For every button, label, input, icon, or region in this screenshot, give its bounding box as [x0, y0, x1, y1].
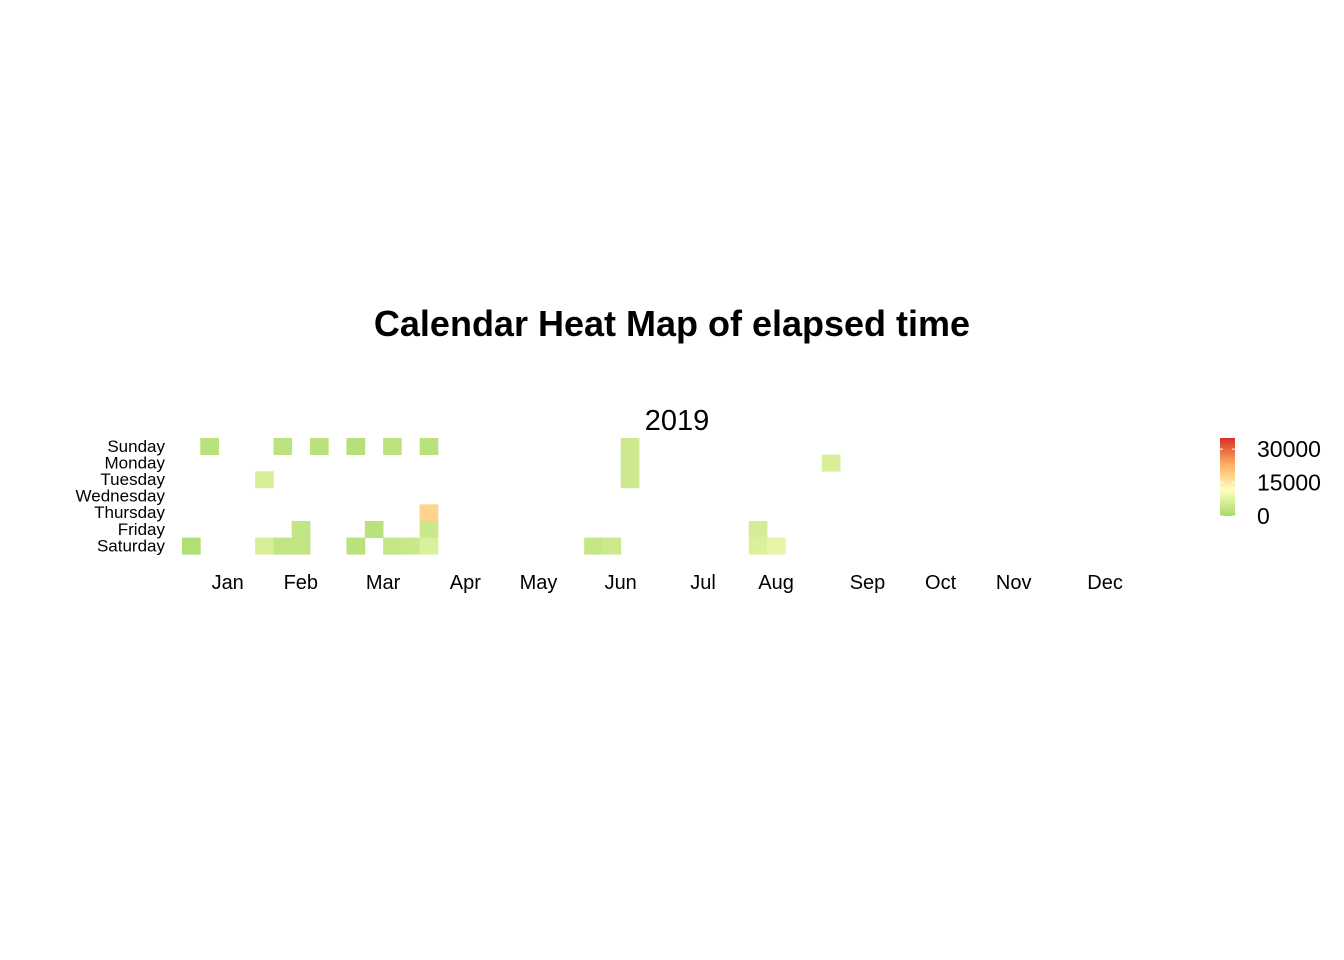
heatmap-cell: [620, 471, 640, 489]
heatmap-cell: [255, 471, 274, 489]
heatmap-cell: [602, 537, 622, 555]
heatmap-cell: [584, 537, 603, 555]
day-label-monday: Monday: [105, 453, 166, 472]
month-label-jul: Jul: [690, 572, 716, 594]
heatmap-cell: [383, 537, 402, 555]
month-label-jan: Jan: [212, 572, 244, 594]
heatmap-cell: [821, 454, 841, 472]
legend-tick-label: 15000: [1257, 470, 1321, 496]
legend-tick-label: 0: [1257, 503, 1270, 529]
heatmap-cell: [748, 521, 768, 538]
day-label-friday: Friday: [118, 520, 166, 539]
heatmap-cell: [346, 537, 366, 555]
heatmap-cell: [346, 438, 366, 455]
month-label-mar: Mar: [366, 572, 401, 594]
heatmap-cell: [291, 521, 311, 538]
legend-tick-label: 30000: [1257, 436, 1321, 462]
heatmap-cell: [419, 537, 439, 555]
month-label-aug: Aug: [758, 572, 794, 594]
heatmap-cell: [364, 521, 384, 538]
day-label-sunday: Sunday: [107, 437, 165, 456]
month-label-nov: Nov: [996, 572, 1032, 594]
month-label-dec: Dec: [1087, 572, 1123, 594]
heatmap-cell: [748, 537, 768, 555]
color-legend: 0 15000 30000: [1220, 436, 1321, 529]
heatmap-cell: [620, 454, 640, 472]
month-label-oct: Oct: [925, 572, 957, 594]
heatmap-cell: [419, 438, 439, 455]
day-label-wednesday: Wednesday: [76, 487, 166, 506]
heatmap-cell: [401, 537, 421, 555]
facet-year-label: 2019: [645, 405, 710, 437]
heatmap-cell: [620, 438, 640, 455]
month-label-feb: Feb: [284, 572, 318, 594]
heatmap-cell: [383, 438, 402, 455]
chart-title: Calendar Heat Map of elapsed time: [374, 303, 970, 344]
heatmap-cell: [419, 504, 439, 522]
heatmap-cell: [200, 438, 219, 455]
heatmap-cell: [309, 438, 329, 455]
day-label-tuesday: Tuesday: [100, 470, 165, 489]
heatmap-cell: [273, 537, 293, 555]
month-label-jun: Jun: [605, 572, 637, 594]
heatmap-cell: [273, 438, 293, 455]
heatmap-cell: [419, 521, 439, 538]
month-label-apr: Apr: [450, 572, 481, 594]
heatmap-cell: [766, 537, 786, 555]
month-label-sep: Sep: [850, 572, 886, 594]
heatmap-cell: [291, 537, 311, 555]
heatmap-cell: [182, 537, 201, 555]
heatmap-cell: [255, 537, 274, 555]
heatmap-cells: [182, 438, 841, 555]
legend-ticks: 0 15000 30000: [1220, 436, 1321, 529]
day-label-thursday: Thursday: [94, 503, 165, 522]
month-axis-labels: Jan Feb Mar Apr May Jun Jul Aug Sep Oct Nov Dec: [212, 572, 1123, 594]
day-label-saturday: Saturday: [97, 536, 166, 555]
legend-color-bar: [1220, 438, 1235, 516]
day-axis-labels: SundayMondayTuesdayWednesdayThursdayFrid…: [76, 437, 166, 556]
month-label-may: May: [520, 572, 558, 594]
